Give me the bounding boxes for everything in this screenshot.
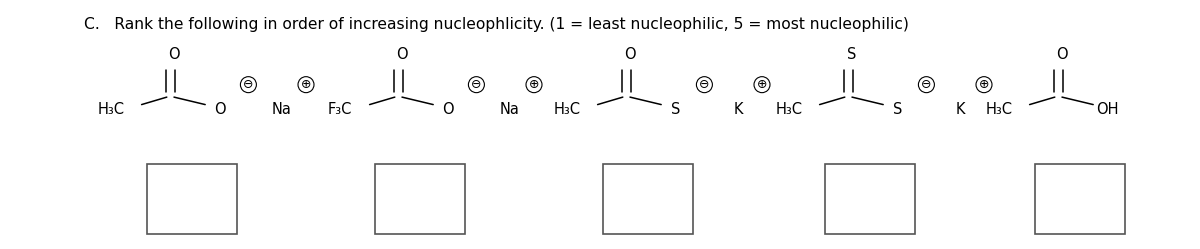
Text: ⊕: ⊕: [979, 78, 989, 91]
Text: ⊕: ⊕: [757, 78, 767, 91]
Text: OH: OH: [1097, 102, 1118, 117]
Bar: [1034, 164, 1126, 234]
Text: O: O: [214, 102, 226, 117]
Text: ⊖: ⊖: [472, 78, 481, 91]
Text: O: O: [1056, 47, 1068, 62]
Text: K: K: [955, 102, 965, 117]
Text: Na: Na: [500, 102, 520, 117]
Bar: [148, 164, 238, 234]
Text: H₃C: H₃C: [986, 102, 1013, 117]
Text: H₃C: H₃C: [98, 102, 125, 117]
Text: S: S: [893, 102, 902, 117]
Text: S: S: [847, 47, 857, 62]
Text: K: K: [733, 102, 743, 117]
Bar: [374, 164, 466, 234]
Text: C.   Rank the following in order of increasing nucleophlicity. (1 = least nucleo: C. Rank the following in order of increa…: [84, 17, 908, 32]
Text: O: O: [624, 47, 636, 62]
Bar: [826, 164, 916, 234]
Text: ⊖: ⊖: [922, 78, 931, 91]
Text: ⊕: ⊕: [301, 78, 311, 91]
Bar: [604, 164, 694, 234]
Text: O: O: [442, 102, 454, 117]
Text: H₃C: H₃C: [554, 102, 581, 117]
Text: ⊖: ⊖: [244, 78, 253, 91]
Text: Na: Na: [272, 102, 292, 117]
Text: O: O: [168, 47, 180, 62]
Text: S: S: [671, 102, 680, 117]
Text: O: O: [396, 47, 408, 62]
Text: ⊖: ⊖: [700, 78, 709, 91]
Text: F₃C: F₃C: [328, 102, 352, 117]
Text: ⊕: ⊕: [529, 78, 539, 91]
Text: H₃C: H₃C: [776, 102, 803, 117]
